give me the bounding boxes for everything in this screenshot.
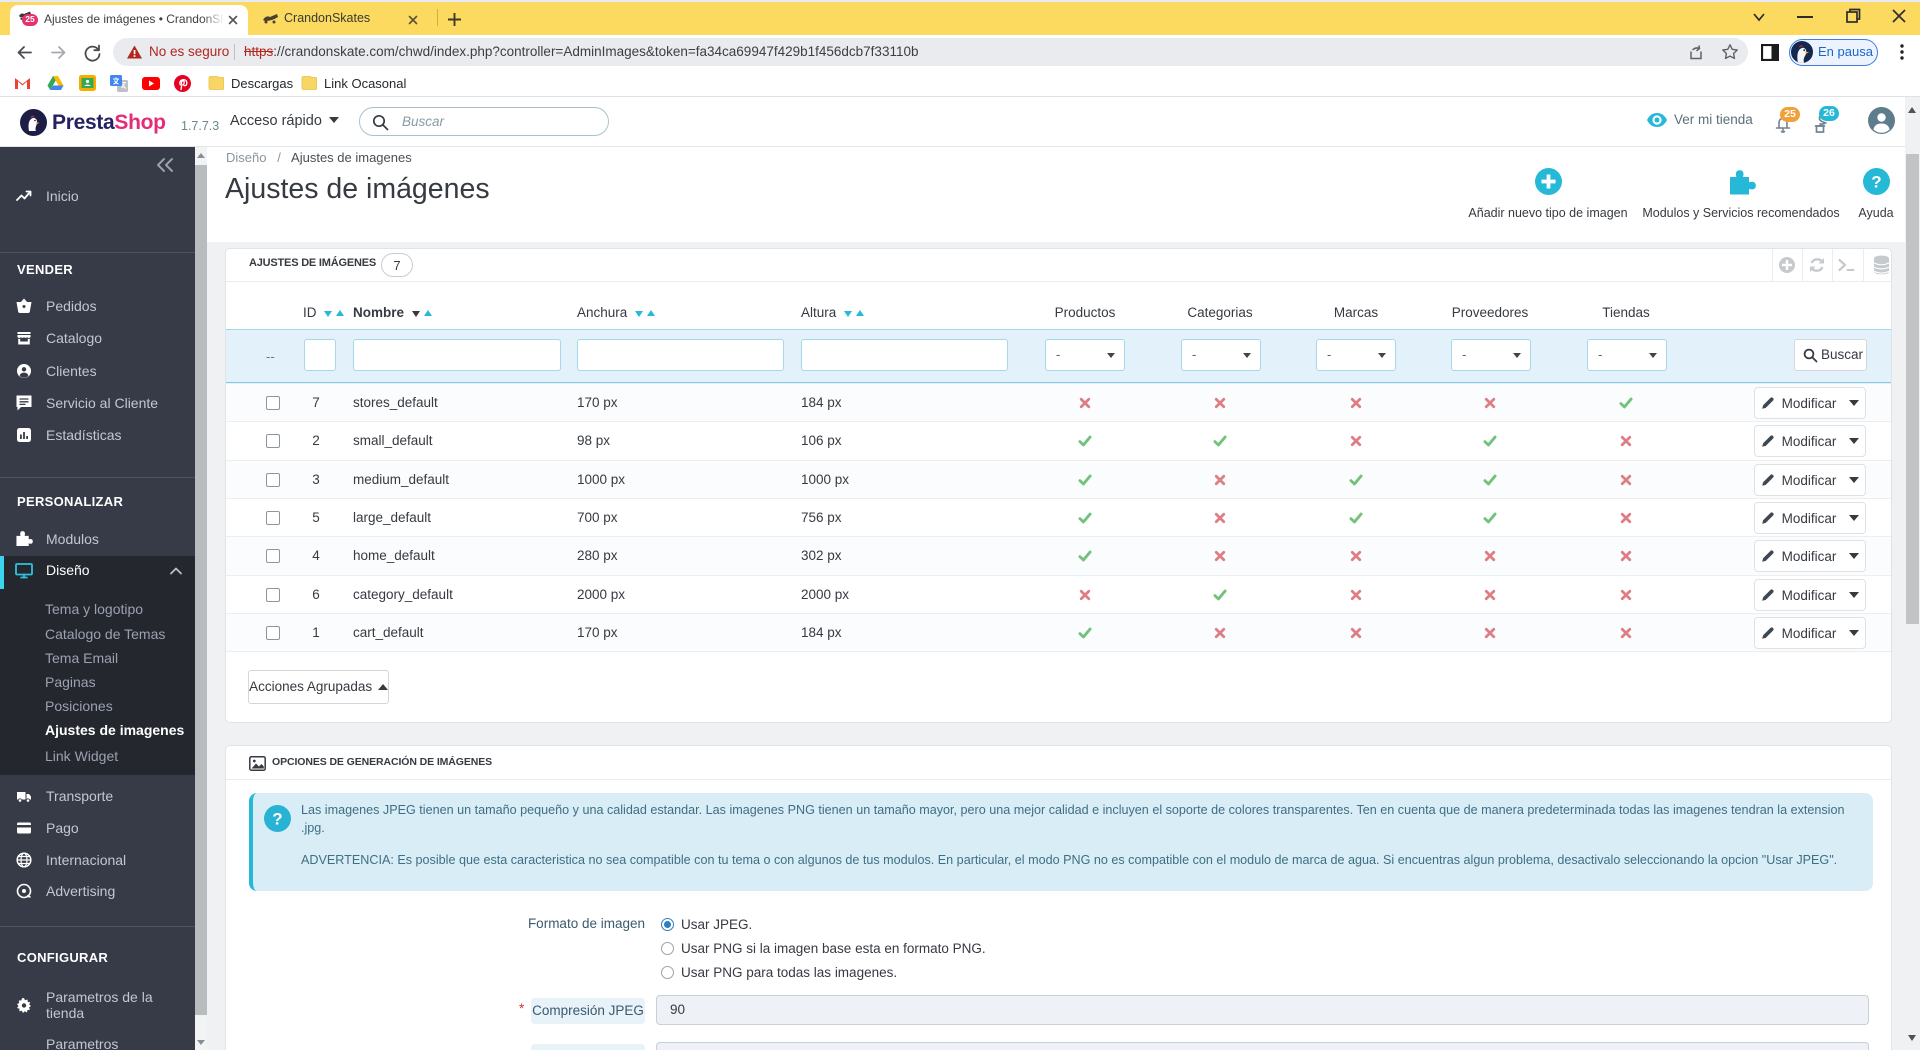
svg-text:?: ? — [1871, 173, 1881, 192]
svg-text:?: ? — [272, 810, 282, 829]
